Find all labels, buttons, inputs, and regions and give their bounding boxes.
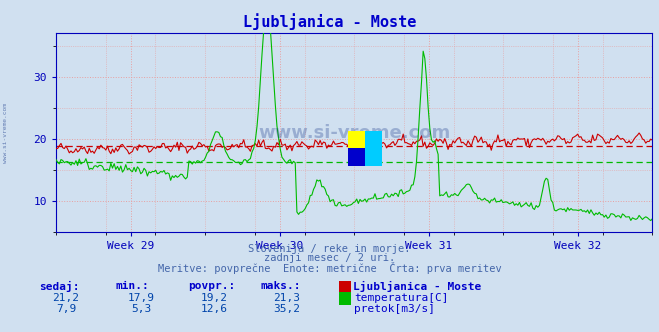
Text: Ljubljanica - Moste: Ljubljanica - Moste — [353, 281, 481, 291]
Text: Meritve: povprečne  Enote: metrične  Črta: prva meritev: Meritve: povprečne Enote: metrične Črta:… — [158, 262, 501, 274]
Text: 21,2: 21,2 — [53, 293, 79, 303]
Text: Ljubljanica - Moste: Ljubljanica - Moste — [243, 13, 416, 30]
Text: zadnji mesec / 2 uri.: zadnji mesec / 2 uri. — [264, 253, 395, 263]
Text: 7,9: 7,9 — [56, 304, 76, 314]
Text: 5,3: 5,3 — [132, 304, 152, 314]
Text: 17,9: 17,9 — [129, 293, 155, 303]
Text: www.si-vreme.com: www.si-vreme.com — [3, 103, 8, 163]
Bar — [348, 148, 365, 166]
Text: www.si-vreme.com: www.si-vreme.com — [258, 124, 450, 142]
Text: Slovenija / reke in morje.: Slovenija / reke in morje. — [248, 244, 411, 254]
Text: temperatura[C]: temperatura[C] — [354, 293, 448, 303]
Text: 12,6: 12,6 — [201, 304, 227, 314]
Bar — [348, 131, 365, 148]
Text: 21,3: 21,3 — [273, 293, 300, 303]
Text: maks.:: maks.: — [260, 281, 301, 290]
Bar — [365, 131, 382, 166]
Text: pretok[m3/s]: pretok[m3/s] — [354, 304, 435, 314]
Text: 35,2: 35,2 — [273, 304, 300, 314]
Text: min.:: min.: — [115, 281, 149, 290]
Text: sedaj:: sedaj: — [40, 281, 80, 291]
Text: povpr.:: povpr.: — [188, 281, 235, 290]
Text: 19,2: 19,2 — [201, 293, 227, 303]
